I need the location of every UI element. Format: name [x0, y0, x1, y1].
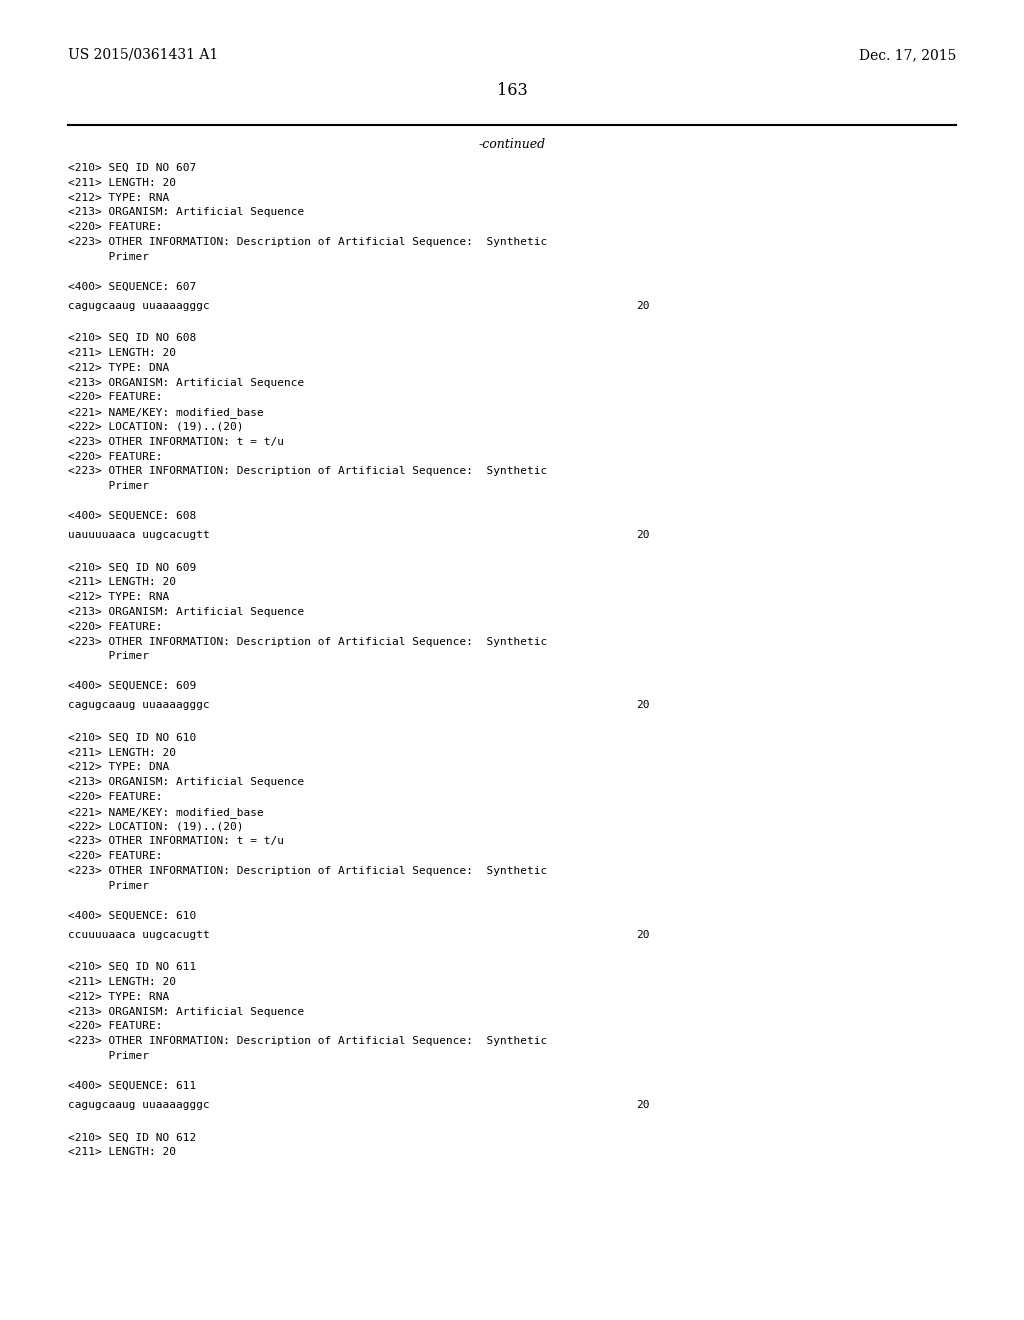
Text: <223> OTHER INFORMATION: Description of Artificial Sequence:  Synthetic: <223> OTHER INFORMATION: Description of …: [68, 636, 547, 647]
Text: <213> ORGANISM: Artificial Sequence: <213> ORGANISM: Artificial Sequence: [68, 378, 304, 388]
Text: <223> OTHER INFORMATION: t = t/u: <223> OTHER INFORMATION: t = t/u: [68, 837, 284, 846]
Text: <220> FEATURE:: <220> FEATURE:: [68, 622, 163, 632]
Text: <220> FEATURE:: <220> FEATURE:: [68, 1022, 163, 1031]
Text: <400> SEQUENCE: 609: <400> SEQUENCE: 609: [68, 681, 197, 690]
Text: 20: 20: [636, 301, 649, 310]
Text: -continued: -continued: [478, 139, 546, 150]
Text: <223> OTHER INFORMATION: Description of Artificial Sequence:  Synthetic: <223> OTHER INFORMATION: Description of …: [68, 1036, 547, 1047]
Text: <210> SEQ ID NO 607: <210> SEQ ID NO 607: [68, 162, 197, 173]
Text: <211> LENGTH: 20: <211> LENGTH: 20: [68, 747, 176, 758]
Text: <222> LOCATION: (19)..(20): <222> LOCATION: (19)..(20): [68, 422, 244, 432]
Text: cagugcaaug uuaaaagggc: cagugcaaug uuaaaagggc: [68, 1100, 210, 1110]
Text: <210> SEQ ID NO 610: <210> SEQ ID NO 610: [68, 733, 197, 743]
Text: <220> FEATURE:: <220> FEATURE:: [68, 851, 163, 861]
Text: <211> LENGTH: 20: <211> LENGTH: 20: [68, 577, 176, 587]
Text: 20: 20: [636, 1100, 649, 1110]
Text: 20: 20: [636, 531, 649, 540]
Text: <220> FEATURE:: <220> FEATURE:: [68, 222, 163, 232]
Text: <400> SEQUENCE: 610: <400> SEQUENCE: 610: [68, 911, 197, 920]
Text: <223> OTHER INFORMATION: Description of Artificial Sequence:  Synthetic: <223> OTHER INFORMATION: Description of …: [68, 466, 547, 477]
Text: Primer: Primer: [68, 1051, 150, 1061]
Text: <212> TYPE: RNA: <212> TYPE: RNA: [68, 991, 169, 1002]
Text: Primer: Primer: [68, 482, 150, 491]
Text: ccuuuuaaca uugcacugtt: ccuuuuaaca uugcacugtt: [68, 929, 210, 940]
Text: 163: 163: [497, 82, 527, 99]
Text: Primer: Primer: [68, 880, 150, 891]
Text: <220> FEATURE:: <220> FEATURE:: [68, 451, 163, 462]
Text: cagugcaaug uuaaaagggc: cagugcaaug uuaaaagggc: [68, 301, 210, 310]
Text: Primer: Primer: [68, 651, 150, 661]
Text: <212> TYPE: RNA: <212> TYPE: RNA: [68, 593, 169, 602]
Text: <221> NAME/KEY: modified_base: <221> NAME/KEY: modified_base: [68, 807, 264, 817]
Text: <212> TYPE: DNA: <212> TYPE: DNA: [68, 763, 169, 772]
Text: uauuuuaaca uugcacugtt: uauuuuaaca uugcacugtt: [68, 531, 210, 540]
Text: <212> TYPE: RNA: <212> TYPE: RNA: [68, 193, 169, 202]
Text: cagugcaaug uuaaaagggc: cagugcaaug uuaaaagggc: [68, 700, 210, 710]
Text: <213> ORGANISM: Artificial Sequence: <213> ORGANISM: Artificial Sequence: [68, 777, 304, 787]
Text: <220> FEATURE:: <220> FEATURE:: [68, 392, 163, 403]
Text: <221> NAME/KEY: modified_base: <221> NAME/KEY: modified_base: [68, 407, 264, 418]
Text: <400> SEQUENCE: 607: <400> SEQUENCE: 607: [68, 281, 197, 292]
Text: <210> SEQ ID NO 612: <210> SEQ ID NO 612: [68, 1133, 197, 1142]
Text: <213> ORGANISM: Artificial Sequence: <213> ORGANISM: Artificial Sequence: [68, 607, 304, 616]
Text: <400> SEQUENCE: 608: <400> SEQUENCE: 608: [68, 511, 197, 521]
Text: US 2015/0361431 A1: US 2015/0361431 A1: [68, 48, 218, 62]
Text: <213> ORGANISM: Artificial Sequence: <213> ORGANISM: Artificial Sequence: [68, 207, 304, 218]
Text: <400> SEQUENCE: 611: <400> SEQUENCE: 611: [68, 1081, 197, 1090]
Text: 20: 20: [636, 929, 649, 940]
Text: 20: 20: [636, 700, 649, 710]
Text: <211> LENGTH: 20: <211> LENGTH: 20: [68, 178, 176, 187]
Text: <210> SEQ ID NO 609: <210> SEQ ID NO 609: [68, 562, 197, 573]
Text: Primer: Primer: [68, 252, 150, 261]
Text: <223> OTHER INFORMATION: t = t/u: <223> OTHER INFORMATION: t = t/u: [68, 437, 284, 446]
Text: <220> FEATURE:: <220> FEATURE:: [68, 792, 163, 803]
Text: <223> OTHER INFORMATION: Description of Artificial Sequence:  Synthetic: <223> OTHER INFORMATION: Description of …: [68, 238, 547, 247]
Text: <210> SEQ ID NO 608: <210> SEQ ID NO 608: [68, 333, 197, 343]
Text: <210> SEQ ID NO 611: <210> SEQ ID NO 611: [68, 962, 197, 973]
Text: <223> OTHER INFORMATION: Description of Artificial Sequence:  Synthetic: <223> OTHER INFORMATION: Description of …: [68, 866, 547, 876]
Text: Dec. 17, 2015: Dec. 17, 2015: [859, 48, 956, 62]
Text: <211> LENGTH: 20: <211> LENGTH: 20: [68, 1147, 176, 1158]
Text: <212> TYPE: DNA: <212> TYPE: DNA: [68, 363, 169, 372]
Text: <222> LOCATION: (19)..(20): <222> LOCATION: (19)..(20): [68, 821, 244, 832]
Text: <211> LENGTH: 20: <211> LENGTH: 20: [68, 348, 176, 358]
Text: <211> LENGTH: 20: <211> LENGTH: 20: [68, 977, 176, 987]
Text: <213> ORGANISM: Artificial Sequence: <213> ORGANISM: Artificial Sequence: [68, 1007, 304, 1016]
